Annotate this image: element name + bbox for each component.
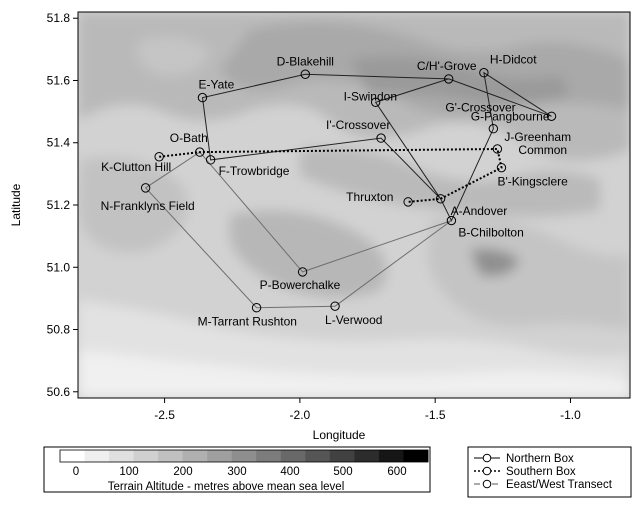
- point-label: E-Yate: [198, 78, 234, 92]
- point-label: B-Chilbolton: [458, 226, 523, 240]
- y-tick-label: 51.0: [47, 260, 71, 274]
- waypoint-marker: [205, 155, 216, 165]
- point-label-layer: D-Blakehill C/H'-Grove H-Didcot G-Pangbourn…: [101, 53, 571, 329]
- colorbar-swatch: [84, 450, 110, 462]
- y-tick-label: 50.8: [47, 323, 71, 337]
- point-label: A-Andover: [451, 204, 508, 218]
- point-label: M-Tarrant Rushton: [198, 315, 297, 329]
- y-axis: 50.6 50.8 51.0 51.2 51.4 51.6 51.8: [47, 11, 78, 399]
- colorbar-tick-label: 200: [173, 466, 192, 478]
- point-label: F-Trowbridge: [219, 164, 290, 178]
- point-label: P-Bowerchalke: [260, 278, 341, 292]
- x-axis: -2.5 -2.0 -1.5 -1.0: [154, 398, 581, 422]
- waypoint-marker: [496, 162, 507, 173]
- colorbar-swatch: [158, 450, 184, 462]
- colorbar-swatch: [60, 450, 86, 462]
- waypoint-marker: [488, 124, 499, 134]
- point-label: K-Clutton Hill: [101, 160, 171, 174]
- colorbar-tick-label: 0: [73, 466, 79, 478]
- x-tick-label: -1.0: [560, 408, 581, 422]
- colorbar-swatch: [109, 450, 135, 462]
- colorbar: 0 100 200 300 400 500 600 Terrain Altitude - m…: [43, 446, 431, 493]
- point-label: L-Verwood: [325, 313, 382, 327]
- waypoint-marker: [195, 147, 205, 157]
- marker-layer: [140, 68, 557, 313]
- y-tick-label: 51.6: [47, 73, 71, 87]
- point-label: Thruxton: [346, 190, 393, 204]
- colorbar-frame: [59, 449, 429, 463]
- legend-label: Northern Box: [506, 453, 574, 465]
- colorbar-ticks: 0 100 200 300 400 500 600: [73, 466, 407, 478]
- series-line-2: [144, 151, 452, 309]
- legend-marker: [482, 453, 492, 463]
- colorbar-tick-label: 400: [280, 466, 299, 478]
- waypoint-marker: [297, 267, 308, 277]
- colorbar-tick-label: 600: [387, 466, 406, 478]
- y-tick-label: 51.4: [47, 136, 71, 150]
- x-tick-label: -2.5: [154, 408, 175, 422]
- waypoint-marker: [197, 92, 208, 103]
- colorbar-swatch: [182, 450, 208, 462]
- point-label: O-Bath: [170, 131, 208, 145]
- waypoint-marker: [403, 197, 413, 207]
- colorbar-swatch: [207, 450, 233, 462]
- point-label: I-Swindon: [344, 89, 397, 103]
- waypoint-marker: [376, 133, 386, 143]
- x-tick-label: -2.0: [290, 408, 311, 422]
- colorbar-tick-label: 300: [227, 466, 246, 478]
- y-axis-label: Latitude: [9, 183, 23, 226]
- legend-label: Southern Box: [506, 466, 576, 478]
- colorbar-swatch: [133, 450, 159, 462]
- waypoint-marker: [154, 152, 164, 162]
- waypoint-marker: [444, 74, 454, 84]
- y-tick-label: 51.2: [47, 198, 71, 212]
- waypoint-marker: [251, 303, 262, 313]
- y-tick-label: 50.6: [47, 385, 71, 399]
- waypoint-marker: [140, 183, 151, 193]
- colorbar-tick-label: 100: [119, 466, 138, 478]
- colorbar-swatch: [280, 450, 306, 462]
- series-line-1: [159, 147, 503, 203]
- waypoint-marker: [546, 111, 557, 121]
- point-label: D-Blakehill: [277, 54, 334, 68]
- point-label: I'-Crossover: [326, 118, 390, 132]
- y-tick-label: 51.8: [47, 11, 71, 25]
- waypoint-marker: [479, 68, 489, 78]
- colorbar-swatch: [354, 450, 380, 462]
- legend-label: Eeast/West Transect: [506, 479, 613, 491]
- point-label: G-Pangbourne: [471, 109, 550, 123]
- series-layer: [144, 71, 552, 309]
- x-tick-label: -1.5: [425, 408, 446, 422]
- point-label: B'-Kingsclere: [497, 175, 568, 189]
- colorbar-swatch: [403, 450, 429, 462]
- colorbar-tick-label: 500: [333, 466, 352, 478]
- colorbar-swatch: [231, 450, 257, 462]
- waypoint-marker: [446, 215, 457, 226]
- colorbar-title: Terrain Altitude - metres above mean sea…: [108, 481, 345, 493]
- waypoint-marker: [492, 144, 503, 154]
- point-label: H-Didcot: [490, 53, 537, 67]
- colorbar-swatch: [256, 450, 282, 462]
- legend-marker: [482, 479, 492, 489]
- waypoint-marker: [370, 97, 381, 107]
- colorbar-swatch: [329, 450, 355, 462]
- colorbar-swatch: [305, 450, 331, 462]
- point-label: C/H'-Grove: [417, 59, 477, 73]
- x-axis-label: Longitude: [313, 428, 366, 442]
- colorbar-swatch: [378, 450, 404, 462]
- point-label: J-Greenham Common: [504, 130, 571, 157]
- waypoint-marker: [300, 69, 310, 79]
- waypoint-marker: [435, 194, 446, 204]
- point-label: G'-Crossover: [445, 101, 515, 115]
- legend-marker: [482, 466, 492, 476]
- point-label: N-Franklyns Field: [101, 199, 195, 213]
- series-line-0: [201, 71, 552, 222]
- colorbar-swatches: [59, 449, 429, 463]
- waypoint-marker: [330, 301, 340, 311]
